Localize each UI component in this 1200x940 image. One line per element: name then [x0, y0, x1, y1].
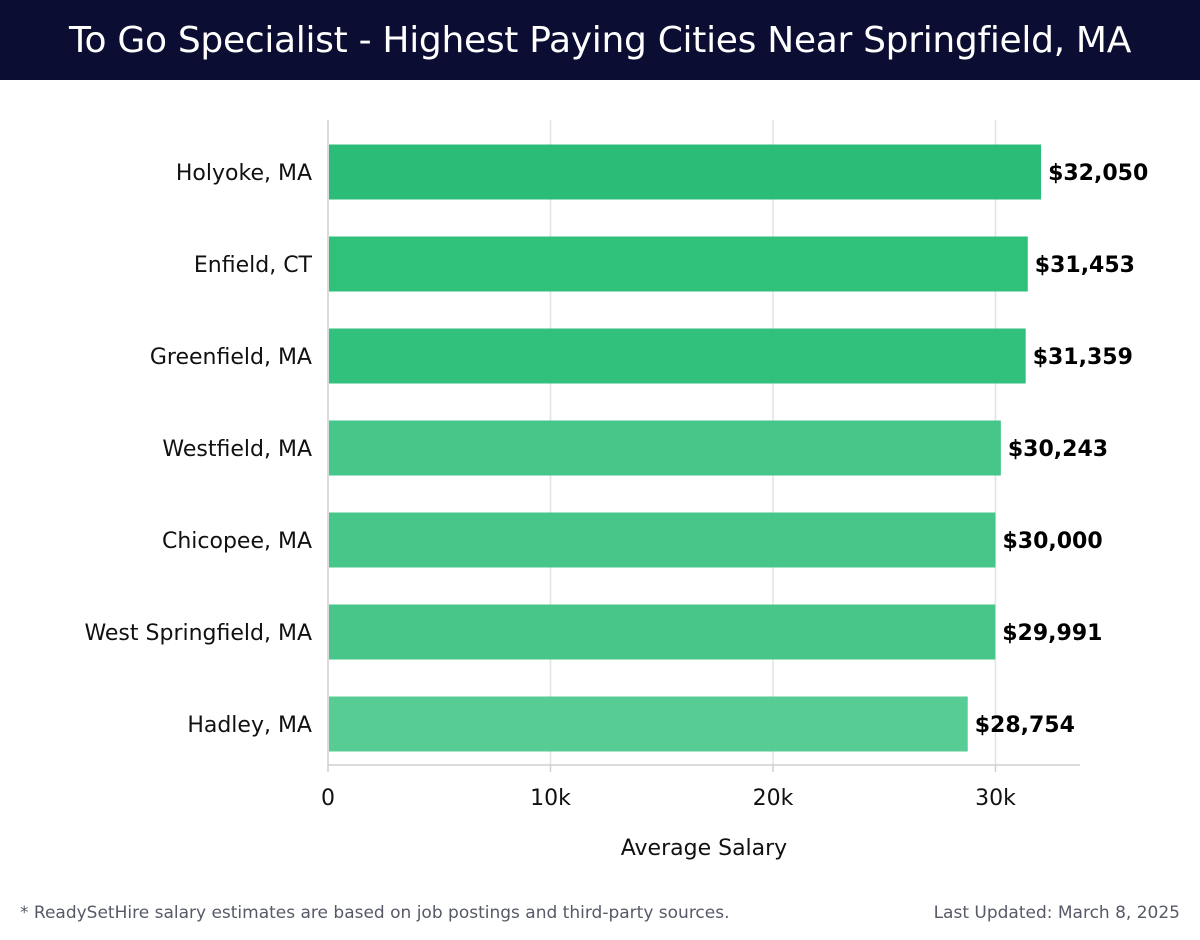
bar-5: [329, 604, 996, 660]
bar-1: [329, 236, 1028, 292]
category-label-1: Enfield, CT: [194, 253, 313, 278]
category-label-6: Hadley, MA: [187, 713, 312, 738]
x-axis-title: Average Salary: [621, 836, 787, 861]
bar-4: [329, 512, 996, 568]
x-tick-label-1: 10k: [530, 786, 571, 811]
category-label-2: Greenfield, MA: [150, 345, 312, 370]
category-label-4: Chicopee, MA: [162, 529, 312, 554]
axes: [327, 120, 1080, 772]
chart-title: To Go Specialist - Highest Paying Cities…: [68, 19, 1132, 61]
bar-3: [329, 420, 1001, 476]
category-label-3: Westfield, MA: [162, 437, 312, 462]
footnote: * ReadySetHire salary estimates are base…: [20, 903, 730, 923]
value-label-5: $29,991: [1002, 621, 1102, 646]
value-label-6: $28,754: [975, 713, 1075, 738]
labels: 0 10k 20k 30k Holyoke, MA $32,050 Enfield, CT $…: [84, 161, 1148, 861]
value-label-2: $31,359: [1033, 345, 1133, 370]
value-label-3: $30,243: [1008, 437, 1108, 462]
x-tick-label-2: 20k: [753, 786, 794, 811]
chart-footer: * ReadySetHire salary estimates are base…: [20, 900, 1180, 926]
category-label-0: Holyoke, MA: [176, 161, 312, 186]
x-tick-label-0: 0: [321, 786, 335, 811]
value-label-0: $32,050: [1048, 161, 1148, 186]
x-tick-label-3: 30k: [975, 786, 1016, 811]
value-label-1: $31,453: [1035, 253, 1135, 278]
chart-header: To Go Specialist - Highest Paying Cities…: [0, 0, 1200, 80]
bar-2: [329, 328, 1026, 384]
category-label-5: West Springfield, MA: [84, 621, 312, 646]
bar-6: [329, 696, 968, 752]
bar-0: [329, 144, 1042, 200]
bars: [329, 144, 1042, 752]
last-updated: Last Updated: March 8, 2025: [933, 903, 1180, 923]
value-label-4: $30,000: [1002, 529, 1102, 554]
salary-bar-chart: 0 10k 20k 30k Holyoke, MA $32,050 Enfield, CT $…: [84, 120, 1148, 861]
